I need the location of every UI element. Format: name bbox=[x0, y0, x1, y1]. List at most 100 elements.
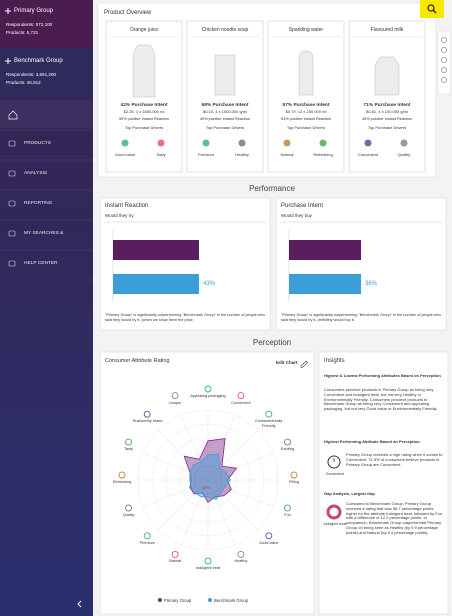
radar-spoke bbox=[158, 479, 209, 530]
attribute-label: Fun bbox=[284, 512, 291, 517]
footnote: "Primary Group" is significantly outperf… bbox=[281, 313, 441, 322]
search-button[interactable] bbox=[420, 0, 444, 18]
product-name: Chicken noodle soup bbox=[201, 27, 249, 33]
nav-item[interactable]: PRODUCTS bbox=[24, 141, 51, 146]
bar bbox=[113, 240, 199, 260]
benchmark-group-label[interactable]: Benchmark Group bbox=[14, 58, 63, 64]
driver-icon bbox=[202, 139, 210, 147]
drivers-title: Top Purchase Drivers bbox=[367, 125, 407, 130]
pencil-icon[interactable] bbox=[300, 360, 308, 368]
nav-icon bbox=[8, 140, 16, 147]
attribute-icon bbox=[237, 392, 245, 399]
attribute-icon bbox=[265, 532, 273, 540]
benchmark-group-block[interactable] bbox=[0, 48, 93, 98]
instant-reaction: 63% positive Instant Reaction bbox=[280, 117, 332, 121]
driver-icon bbox=[319, 139, 327, 147]
nav-item[interactable]: REPORTING bbox=[24, 201, 53, 206]
driver-icon bbox=[238, 139, 246, 147]
radar-panel bbox=[99, 351, 315, 615]
collapse-chevron[interactable] bbox=[77, 600, 82, 608]
nav-icon bbox=[8, 230, 16, 237]
product-card[interactable] bbox=[186, 20, 264, 173]
attribute-label: Tasty bbox=[124, 447, 133, 452]
attribute-label: Refreshing bbox=[112, 480, 132, 484]
plus-icon bbox=[5, 58, 11, 64]
attribute-label: Trustworthy brand bbox=[131, 419, 163, 424]
toolbar-button[interactable] bbox=[441, 37, 447, 43]
edit-chart[interactable]: Edit Chart bbox=[276, 360, 298, 365]
home-icon bbox=[8, 110, 18, 120]
radar-spoke bbox=[143, 453, 209, 481]
radar-spoke bbox=[207, 453, 273, 481]
product-card[interactable] bbox=[267, 20, 345, 173]
product-image bbox=[374, 56, 400, 96]
radar-area bbox=[189, 453, 231, 500]
value-label: 36% bbox=[365, 281, 378, 287]
radar-spoke bbox=[207, 479, 258, 530]
attribute-label: Filling bbox=[289, 480, 299, 484]
driver-label: Refreshing bbox=[313, 152, 333, 157]
radar-spoke bbox=[158, 430, 209, 481]
driver-label: Healthy bbox=[235, 152, 249, 157]
insight-heading: Highest & Lowest Performing Attributes B… bbox=[324, 373, 441, 378]
driver-icon bbox=[364, 139, 372, 147]
panel-title: Consumer Attribute Rating bbox=[105, 358, 170, 364]
attribute-label: Natural bbox=[168, 559, 182, 564]
insight-icon-label: Convenient bbox=[325, 472, 345, 476]
radar-spoke bbox=[207, 430, 258, 481]
attribute-label: Indulgent treat bbox=[195, 566, 221, 570]
radar-spoke bbox=[181, 415, 209, 481]
attribute-label: Quality bbox=[122, 512, 135, 517]
toolbar-button[interactable] bbox=[441, 77, 447, 83]
driver-label: Convenient bbox=[357, 152, 379, 157]
products-count: Products: 46,912 bbox=[6, 80, 41, 85]
primary-group-block[interactable] bbox=[0, 0, 93, 48]
attribute-icon bbox=[204, 557, 212, 565]
price: $2.25, 1 x 1650.000 ml bbox=[123, 109, 165, 114]
panel-title: Insights bbox=[324, 358, 345, 364]
insight-icon-label: Indulgent treat bbox=[323, 522, 347, 526]
bar bbox=[113, 274, 199, 294]
attribute-icon bbox=[237, 551, 245, 558]
nav-item[interactable]: ANALYSIS bbox=[24, 171, 48, 176]
nav-item[interactable]: MY SEARCHES & bbox=[24, 231, 64, 236]
nav-item[interactable]: HELP CENTER bbox=[24, 261, 58, 266]
driver-label: Quality bbox=[397, 152, 411, 157]
panel-title: Purchase Intent bbox=[281, 203, 324, 209]
radar-area bbox=[183, 438, 238, 504]
value-label: 43% bbox=[203, 281, 216, 287]
product-card[interactable] bbox=[348, 20, 426, 173]
legend-swatch bbox=[208, 598, 212, 602]
search-icon bbox=[427, 4, 435, 12]
footnote: "Primary Group" is significantly outperf… bbox=[105, 313, 265, 322]
toolbar-button[interactable] bbox=[441, 67, 447, 73]
purchase-intent: 71% Purchase Intent bbox=[363, 103, 411, 108]
attribute-label: Environmentally Friendly bbox=[255, 419, 283, 428]
toolbar-button[interactable] bbox=[441, 57, 447, 63]
attribute-icon bbox=[171, 551, 179, 558]
products-count: Products: 5,721 bbox=[6, 30, 39, 35]
purchase-intent: 57% Purchase Intent bbox=[282, 103, 330, 108]
toolbar-button[interactable] bbox=[441, 47, 447, 53]
product-name: Flavoured milk bbox=[370, 27, 404, 33]
product-image bbox=[214, 54, 236, 96]
attribute-icon bbox=[284, 438, 291, 446]
nav-home[interactable] bbox=[0, 100, 93, 128]
attribute-icon bbox=[143, 532, 151, 540]
search-icon bbox=[432, 9, 437, 14]
radar-spoke bbox=[143, 479, 209, 507]
attribute-label: Exciting bbox=[280, 447, 295, 452]
radar-tick-label: 10% bbox=[202, 486, 210, 490]
radar-spoke bbox=[207, 479, 273, 507]
primary-group-label[interactable]: Primary Group bbox=[14, 8, 54, 14]
radar-spoke bbox=[207, 479, 235, 545]
driver-label: Good value bbox=[114, 152, 136, 157]
drivers-title: Top Purchase Drivers bbox=[286, 125, 326, 130]
driver-icon bbox=[121, 139, 129, 147]
product-image bbox=[132, 44, 156, 98]
donut-icon bbox=[326, 504, 342, 520]
driver-label: Premium bbox=[197, 152, 214, 157]
radar-spoke bbox=[207, 415, 235, 481]
